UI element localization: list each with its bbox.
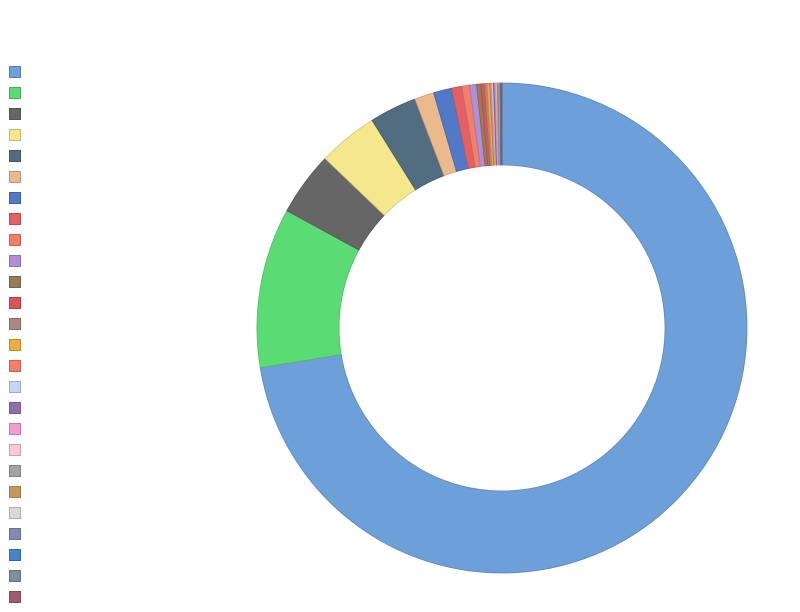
donut-chart <box>0 0 800 600</box>
